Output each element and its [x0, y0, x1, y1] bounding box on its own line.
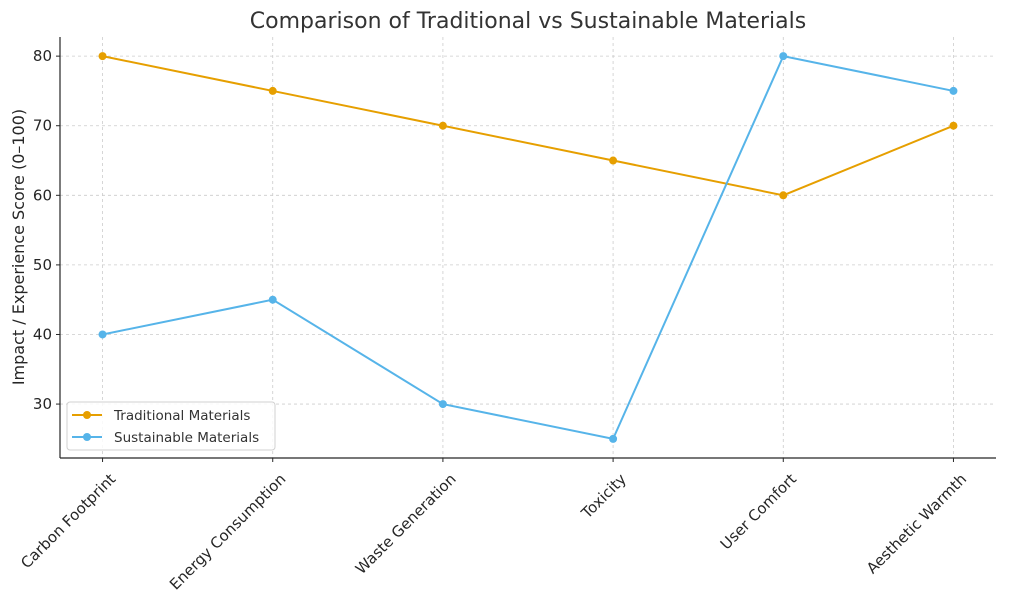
x-tick-label: Energy Consumption: [166, 470, 289, 593]
data-point: [949, 121, 958, 130]
y-tick-label: 30: [33, 395, 52, 413]
chart-title: Comparison of Traditional vs Sustainable…: [250, 9, 806, 34]
legend-marker: [83, 433, 91, 441]
legend-box: [66, 401, 276, 451]
legend-label: Sustainable Materials: [114, 430, 259, 446]
series-line-1: [102, 54, 954, 441]
x-tick-label: Aesthetic Warmth: [863, 470, 970, 577]
y-tick-label: 40: [33, 325, 52, 343]
data-point: [438, 121, 447, 130]
data-point: [949, 86, 958, 95]
data-point: [779, 191, 788, 200]
legend-marker: [83, 411, 91, 419]
x-tick-label: User Comfort: [717, 470, 800, 553]
y-axis-label: Impact / Experience Score (0–100): [9, 109, 28, 385]
data-point: [779, 52, 788, 61]
legend-label: Traditional Materials: [113, 408, 250, 424]
data-point: [268, 86, 277, 95]
data-point: [609, 434, 618, 443]
data-point: [268, 295, 277, 304]
data-point: [438, 400, 447, 409]
data-point: [609, 156, 618, 165]
x-tick-label: Carbon Footprint: [17, 470, 119, 572]
data-point: [98, 52, 107, 61]
y-tick-label: 80: [33, 47, 52, 65]
data-point: [98, 330, 107, 339]
y-tick-label: 60: [33, 186, 52, 204]
x-tick-label: Waste Generation: [352, 470, 460, 578]
y-tick-label: 50: [33, 256, 52, 274]
series-line-0: [102, 55, 954, 197]
y-tick-label: 70: [33, 117, 52, 135]
x-tick-label: Toxicity: [577, 470, 630, 523]
